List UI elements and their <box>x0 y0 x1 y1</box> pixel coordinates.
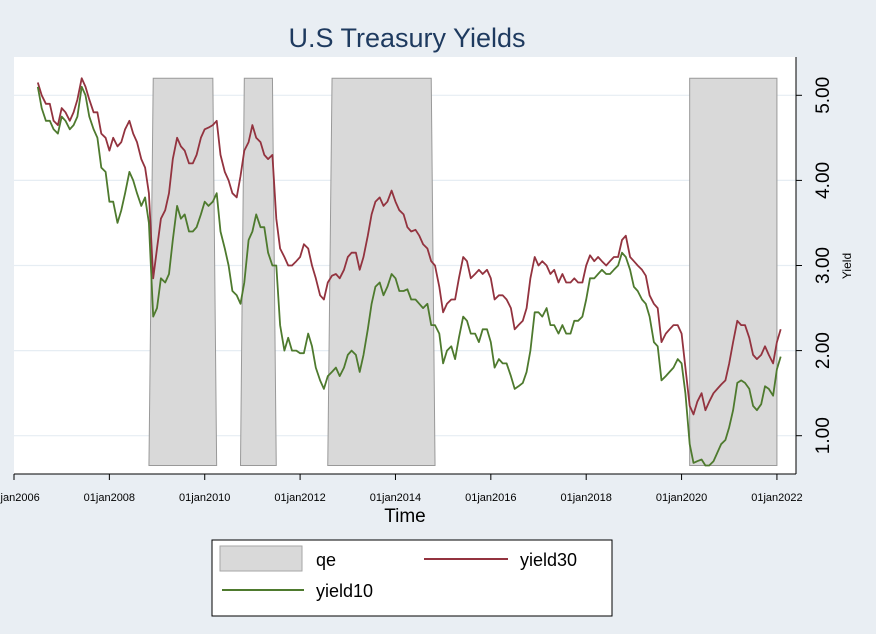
y-ticks: 1.00 2.00 3.00 4.00 5.00 <box>796 77 834 454</box>
x-tick-label-3: 01jan2012 <box>274 492 325 504</box>
qe-region-2 <box>327 77 436 466</box>
legend: qe yield30 yield10 <box>211 539 613 617</box>
x-tick-label-0: 01jan2006 <box>0 492 40 504</box>
legend-qe-swatch <box>219 545 303 572</box>
y-tick-label-3: 4.00 <box>813 162 834 199</box>
x-tick-label-1: 01jan2008 <box>84 492 135 504</box>
x-tick-label-8: 01jan2022 <box>751 492 802 504</box>
qe-region-1 <box>239 77 277 466</box>
x-tick-label-2: 01jan2010 <box>179 492 230 504</box>
series-lines <box>36 77 782 467</box>
x-tick-label-6: 01jan2018 <box>560 492 611 504</box>
legend-yield30-label: yield30 <box>520 550 577 570</box>
y-axis-title: Yield <box>840 253 854 279</box>
y-tick-label-0: 1.00 <box>813 417 834 454</box>
legend-qe-label: qe <box>316 550 336 570</box>
series-line-yield10 <box>36 85 782 467</box>
y-tick-label-4: 5.00 <box>813 77 834 114</box>
qe-shaded-regions <box>148 77 778 466</box>
x-ticks: 01jan2006 01jan2008 01jan2010 01jan2012 01ja… <box>0 474 803 504</box>
legend-yield10-label: yield10 <box>316 581 373 601</box>
series-line-yield30 <box>36 77 782 416</box>
x-tick-label-4: 01jan2014 <box>370 492 421 504</box>
x-axis-title: Time <box>384 506 426 527</box>
qe-region-0 <box>148 77 218 466</box>
x-tick-label-7: 01jan2020 <box>656 492 707 504</box>
chart-title: U.S Treasury Yields <box>288 23 525 53</box>
qe-region-3 <box>689 77 778 466</box>
x-tick-label-5: 01jan2016 <box>465 492 516 504</box>
y-tick-label-2: 3.00 <box>813 247 834 284</box>
y-tick-label-1: 2.00 <box>813 332 834 369</box>
